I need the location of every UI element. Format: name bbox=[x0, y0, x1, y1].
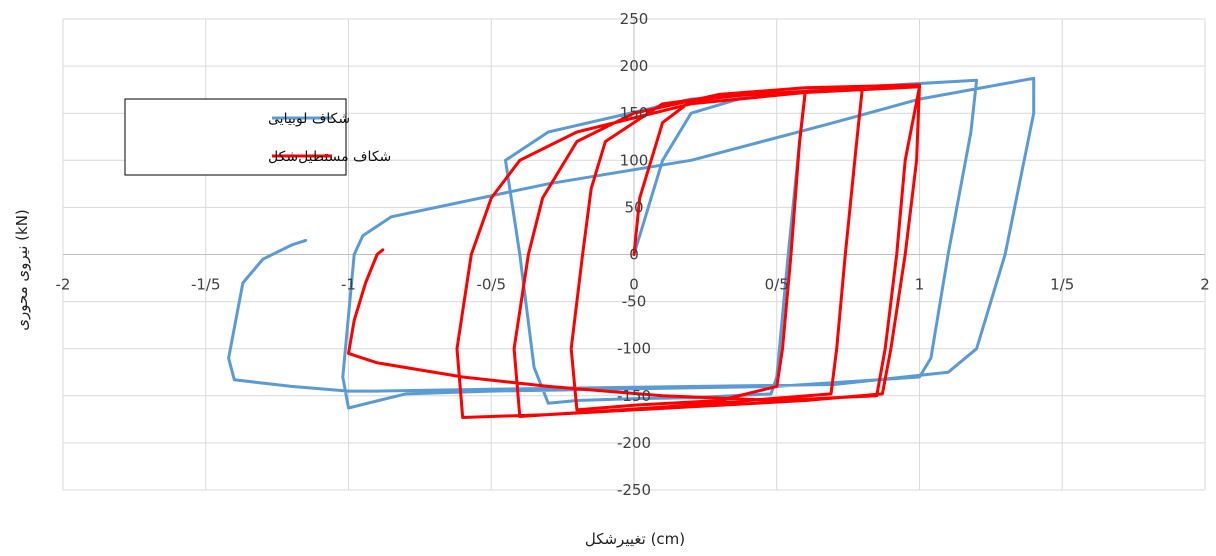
x-tick-label: -0/5 bbox=[476, 276, 506, 294]
legend-label-lobed: شکاف لوبیایی bbox=[268, 111, 350, 127]
y-axis-title: نیروی محوری (kN) bbox=[13, 209, 31, 331]
x-tick-label: 1 bbox=[915, 276, 925, 294]
y-tick-label: -250 bbox=[617, 481, 651, 499]
y-tick-label: 200 bbox=[620, 57, 649, 75]
series-lines bbox=[227, 76, 1036, 419]
x-tick-label: 2 bbox=[1200, 276, 1210, 294]
y-tick-label: 0 bbox=[629, 246, 639, 264]
legend: شکاف لوبیایی شکاف مستطیل‌شکل bbox=[124, 98, 391, 176]
x-tick-label: 0 bbox=[629, 276, 639, 294]
tick-labels: -2 -1/5 -1 -0/5 0 0/5 1 1/5 2250200150100500-50-… bbox=[56, 10, 1210, 499]
y-tick-label: -200 bbox=[617, 434, 651, 452]
x-tick-label: 0/5 bbox=[765, 276, 789, 294]
y-tick-label: -150 bbox=[617, 387, 651, 405]
x-tick-label: -1 bbox=[341, 276, 356, 294]
legend-box bbox=[124, 98, 347, 176]
x-tick-label: 1/5 bbox=[1050, 276, 1074, 294]
series-line-0 bbox=[227, 76, 1036, 410]
legend-label-rectangular: شکاف مستطیل‌شکل bbox=[268, 149, 391, 165]
x-axis-title: تغییرشکل (cm) bbox=[585, 530, 685, 548]
y-tick-label: 250 bbox=[620, 10, 649, 28]
y-tick-label: 50 bbox=[624, 198, 643, 216]
y-tick-label: 100 bbox=[620, 151, 649, 169]
y-tick-label: -50 bbox=[622, 293, 647, 311]
x-tick-label: -1/5 bbox=[191, 276, 221, 294]
x-tick-label: -2 bbox=[56, 276, 71, 294]
y-tick-label: 150 bbox=[620, 104, 649, 122]
y-tick-label: -100 bbox=[617, 340, 651, 358]
series-line-1 bbox=[347, 83, 921, 419]
